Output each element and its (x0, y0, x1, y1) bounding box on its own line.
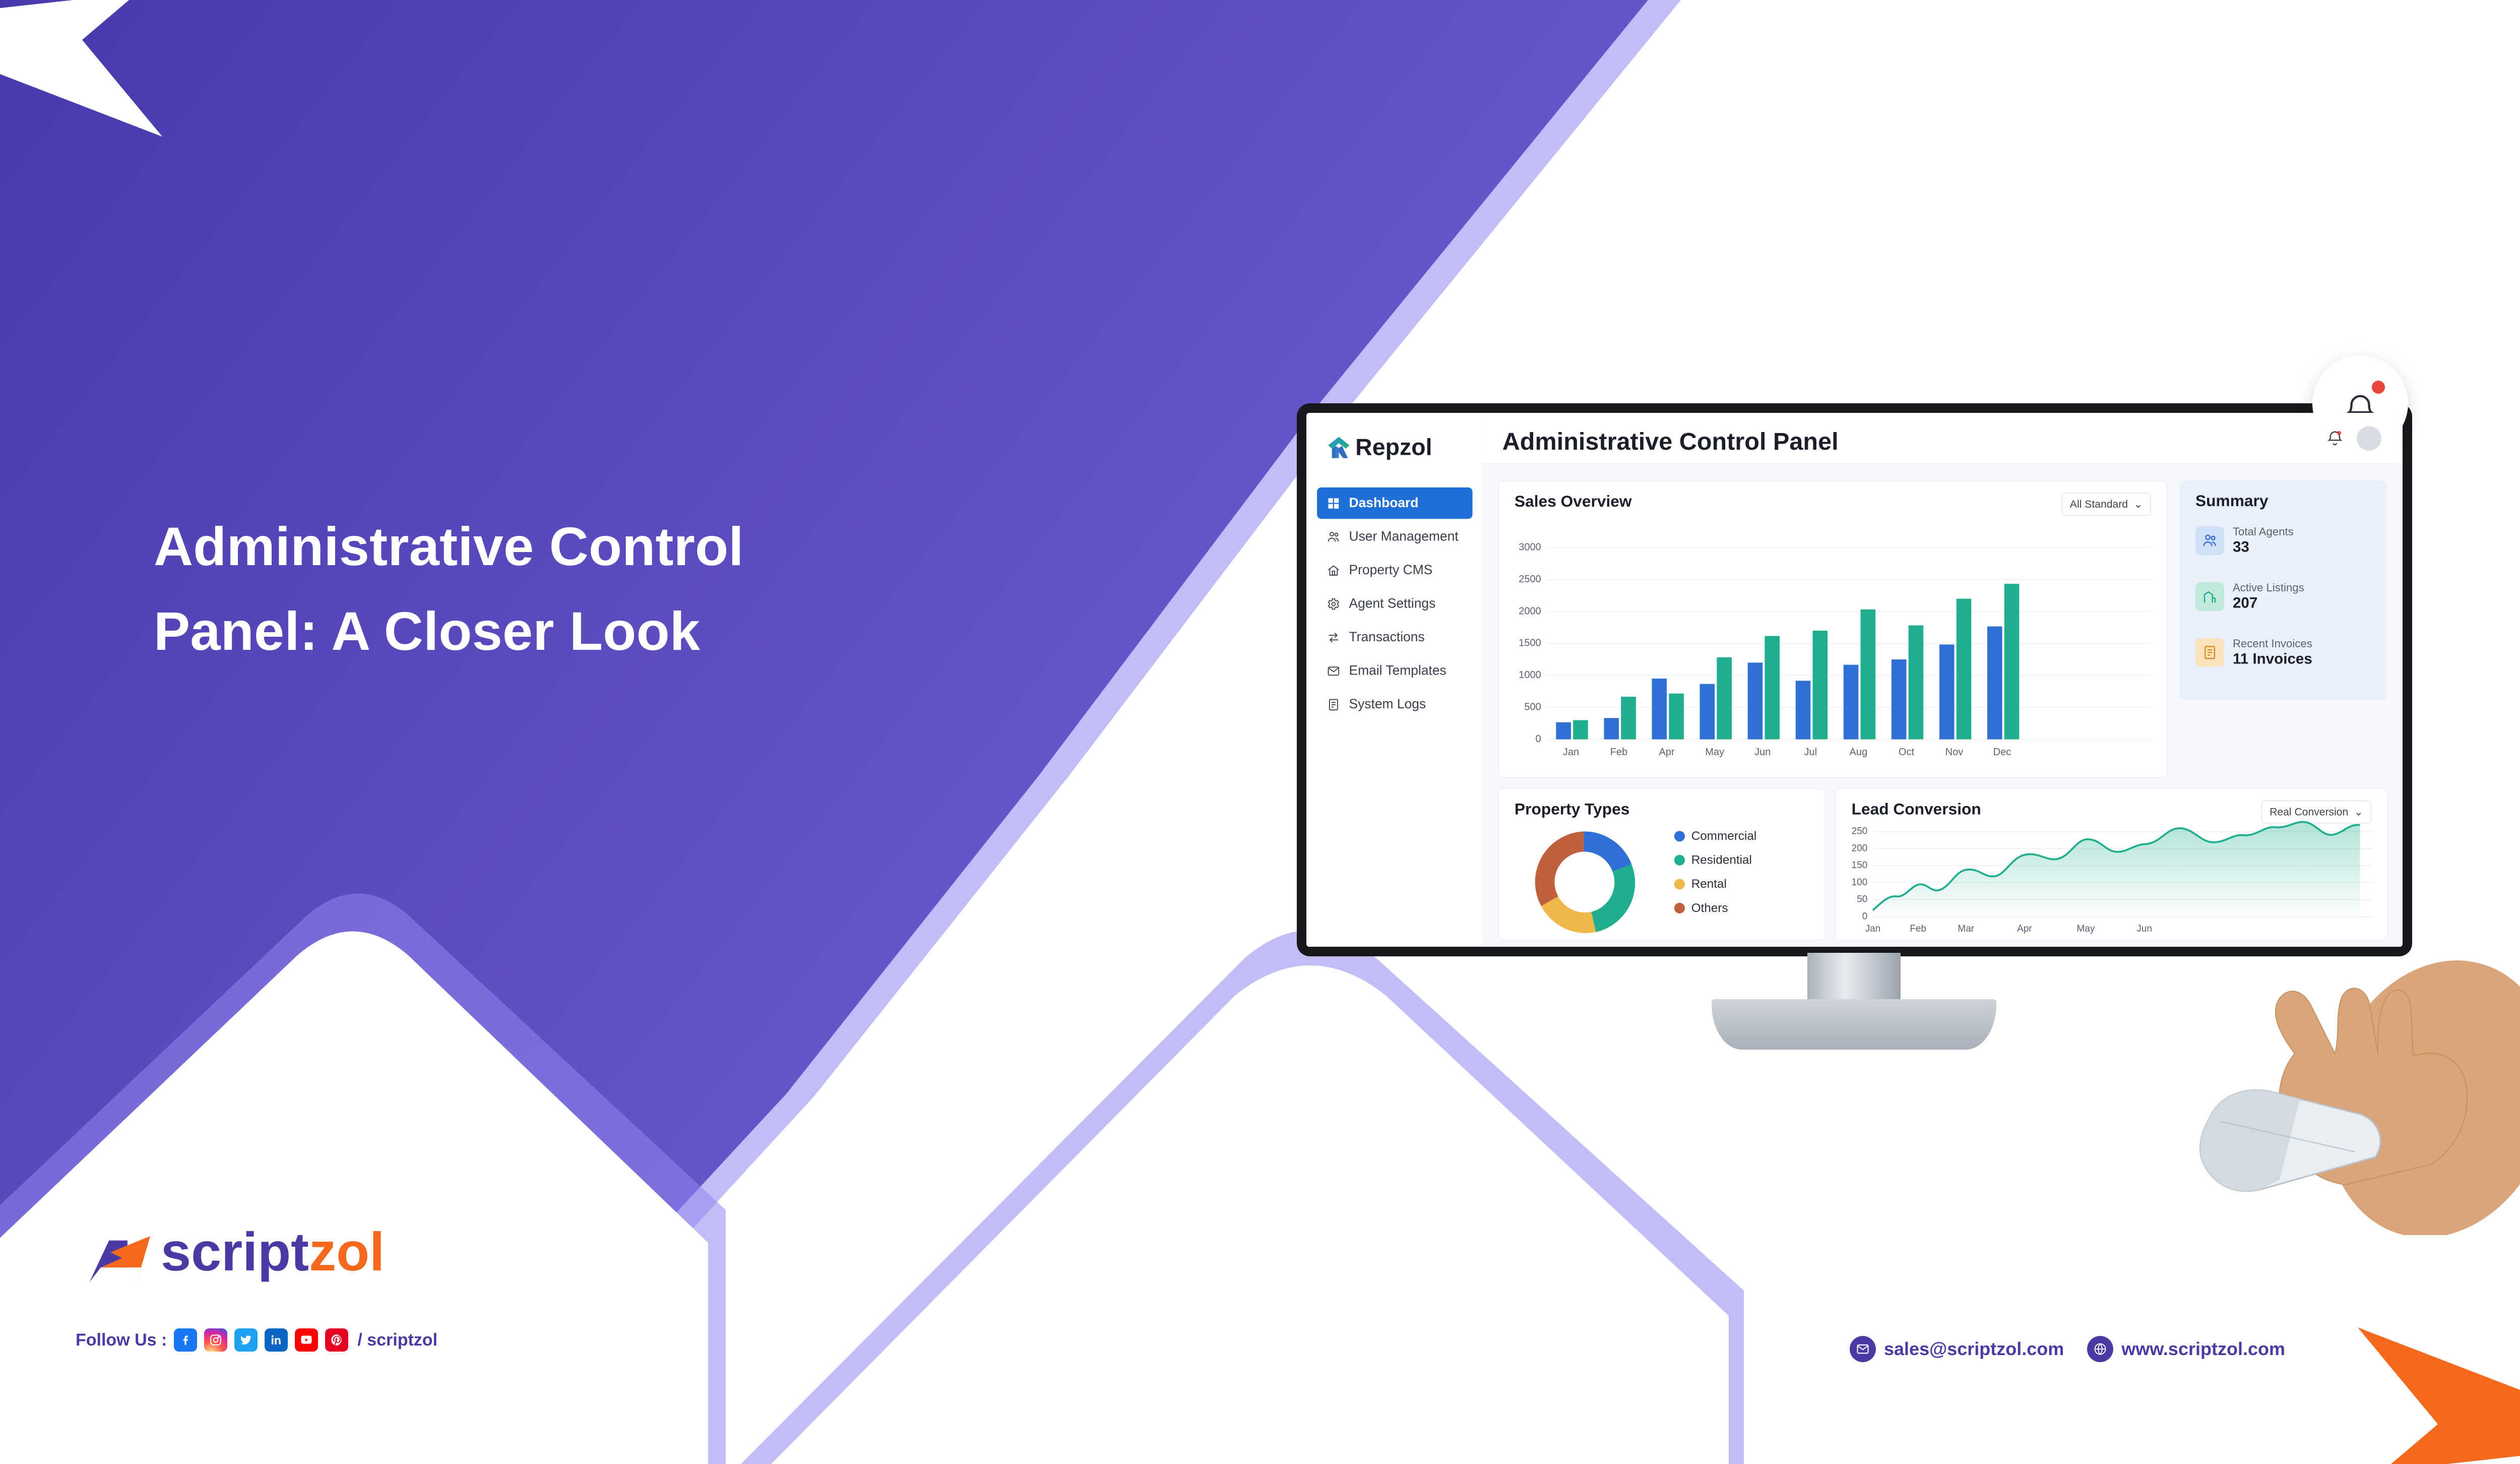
svg-text:100: 100 (1852, 877, 1868, 888)
svg-text:150: 150 (1852, 860, 1868, 871)
svg-text:0: 0 (1862, 911, 1868, 922)
svg-text:Feb: Feb (1610, 747, 1628, 758)
svg-text:Apr: Apr (2017, 924, 2032, 934)
svg-text:250: 250 (1852, 826, 1868, 837)
svg-text:500: 500 (1524, 701, 1541, 712)
svg-text:Oct: Oct (1899, 747, 1915, 758)
svg-text:Nov: Nov (1945, 747, 1964, 758)
svg-text:1000: 1000 (1519, 669, 1541, 681)
svg-text:Feb: Feb (1910, 924, 1926, 934)
svg-text:Mar: Mar (1958, 924, 1974, 934)
svg-text:May: May (2076, 924, 2095, 934)
svg-text:Jan: Jan (1865, 924, 1881, 934)
svg-text:Jun: Jun (1754, 747, 1771, 758)
svg-text:Dec: Dec (1993, 747, 2011, 758)
svg-text:Jul: Jul (1804, 747, 1817, 758)
svg-text:0: 0 (1536, 734, 1541, 745)
svg-text:50: 50 (1857, 894, 1867, 905)
svg-text:2000: 2000 (1519, 605, 1541, 617)
svg-text:Aug: Aug (1850, 747, 1868, 758)
svg-text:1500: 1500 (1519, 638, 1541, 649)
svg-text:May: May (1705, 747, 1724, 758)
svg-text:2500: 2500 (1519, 574, 1541, 585)
svg-text:3000: 3000 (1519, 542, 1541, 553)
svg-text:Jan: Jan (1563, 747, 1579, 758)
svg-text:200: 200 (1852, 843, 1868, 853)
svg-text:Apr: Apr (1659, 747, 1675, 758)
